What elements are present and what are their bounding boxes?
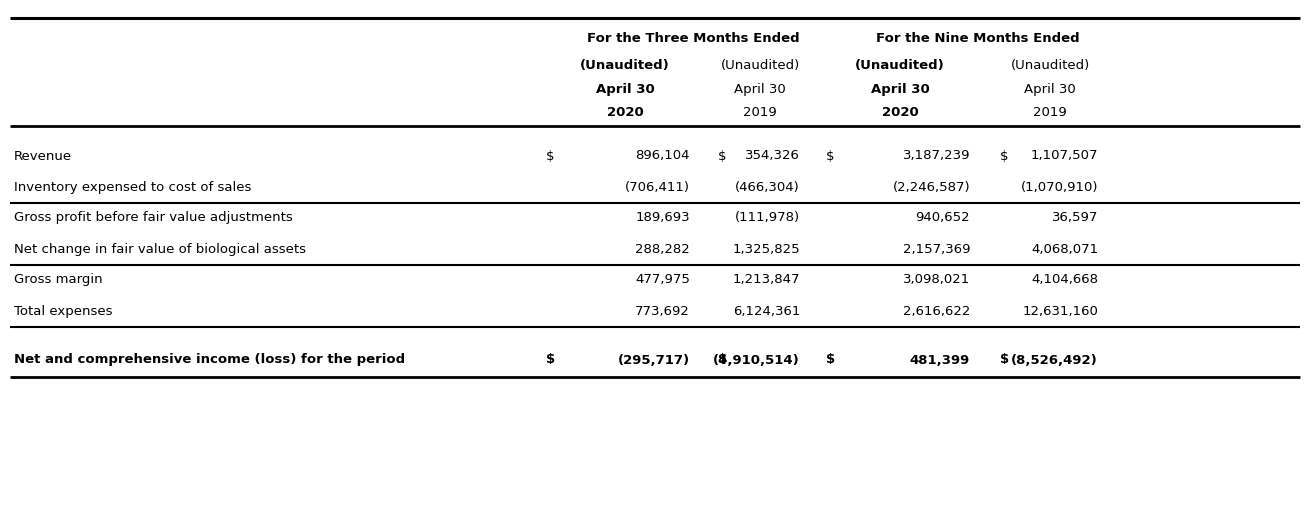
Text: 940,652: 940,652 bbox=[916, 211, 969, 225]
Text: $: $ bbox=[546, 354, 555, 366]
Text: (Unaudited): (Unaudited) bbox=[1010, 59, 1090, 71]
Text: (Unaudited): (Unaudited) bbox=[855, 59, 945, 71]
Text: 6,124,361: 6,124,361 bbox=[732, 304, 800, 318]
Text: (8,526,492): (8,526,492) bbox=[1011, 354, 1098, 366]
Text: 189,693: 189,693 bbox=[635, 211, 690, 225]
Text: 773,692: 773,692 bbox=[635, 304, 690, 318]
Text: $: $ bbox=[827, 150, 834, 162]
Text: 2019: 2019 bbox=[743, 105, 777, 119]
Text: 3,098,021: 3,098,021 bbox=[903, 273, 969, 286]
Text: 288,282: 288,282 bbox=[635, 243, 690, 255]
Text: 4,068,071: 4,068,071 bbox=[1031, 243, 1098, 255]
Text: Gross profit before fair value adjustments: Gross profit before fair value adjustmen… bbox=[14, 211, 292, 225]
Text: 477,975: 477,975 bbox=[635, 273, 690, 286]
Text: $: $ bbox=[827, 354, 836, 366]
Text: For the Nine Months Ended: For the Nine Months Ended bbox=[876, 31, 1079, 45]
Text: 896,104: 896,104 bbox=[635, 150, 690, 162]
Text: Total expenses: Total expenses bbox=[14, 304, 113, 318]
Text: 2,616,622: 2,616,622 bbox=[903, 304, 969, 318]
Text: $: $ bbox=[718, 354, 727, 366]
Text: 1,107,507: 1,107,507 bbox=[1031, 150, 1098, 162]
Text: (2,246,587): (2,246,587) bbox=[892, 180, 969, 193]
Text: (Unaudited): (Unaudited) bbox=[580, 59, 669, 71]
Text: (295,717): (295,717) bbox=[618, 354, 690, 366]
Text: April 30: April 30 bbox=[734, 83, 786, 97]
Text: 354,326: 354,326 bbox=[745, 150, 800, 162]
Text: Inventory expensed to cost of sales: Inventory expensed to cost of sales bbox=[14, 180, 252, 193]
Text: 4,104,668: 4,104,668 bbox=[1031, 273, 1098, 286]
Text: 2019: 2019 bbox=[1034, 105, 1066, 119]
Text: 2020: 2020 bbox=[607, 105, 643, 119]
Text: (706,411): (706,411) bbox=[625, 180, 690, 193]
Text: (111,978): (111,978) bbox=[735, 211, 800, 225]
Text: For the Three Months Ended: For the Three Months Ended bbox=[587, 31, 799, 45]
Text: 12,631,160: 12,631,160 bbox=[1022, 304, 1098, 318]
Text: 481,399: 481,399 bbox=[909, 354, 969, 366]
Text: (4,910,514): (4,910,514) bbox=[713, 354, 800, 366]
Text: 1,325,825: 1,325,825 bbox=[732, 243, 800, 255]
Text: (Unaudited): (Unaudited) bbox=[721, 59, 799, 71]
Text: Net and comprehensive income (loss) for the period: Net and comprehensive income (loss) for … bbox=[14, 354, 405, 366]
Text: 3,187,239: 3,187,239 bbox=[903, 150, 969, 162]
Text: Revenue: Revenue bbox=[14, 150, 72, 162]
Text: $: $ bbox=[1000, 354, 1009, 366]
Text: Gross margin: Gross margin bbox=[14, 273, 102, 286]
Text: (1,070,910): (1,070,910) bbox=[1020, 180, 1098, 193]
Text: 1,213,847: 1,213,847 bbox=[732, 273, 800, 286]
Text: April 30: April 30 bbox=[1024, 83, 1076, 97]
Text: $: $ bbox=[546, 150, 554, 162]
Text: 2020: 2020 bbox=[882, 105, 918, 119]
Text: 2,157,369: 2,157,369 bbox=[903, 243, 969, 255]
Text: Net change in fair value of biological assets: Net change in fair value of biological a… bbox=[14, 243, 307, 255]
Text: $: $ bbox=[718, 150, 727, 162]
Text: April 30: April 30 bbox=[871, 83, 929, 97]
Text: 36,597: 36,597 bbox=[1052, 211, 1098, 225]
Text: April 30: April 30 bbox=[596, 83, 655, 97]
Text: (466,304): (466,304) bbox=[735, 180, 800, 193]
Text: $: $ bbox=[1000, 150, 1009, 162]
